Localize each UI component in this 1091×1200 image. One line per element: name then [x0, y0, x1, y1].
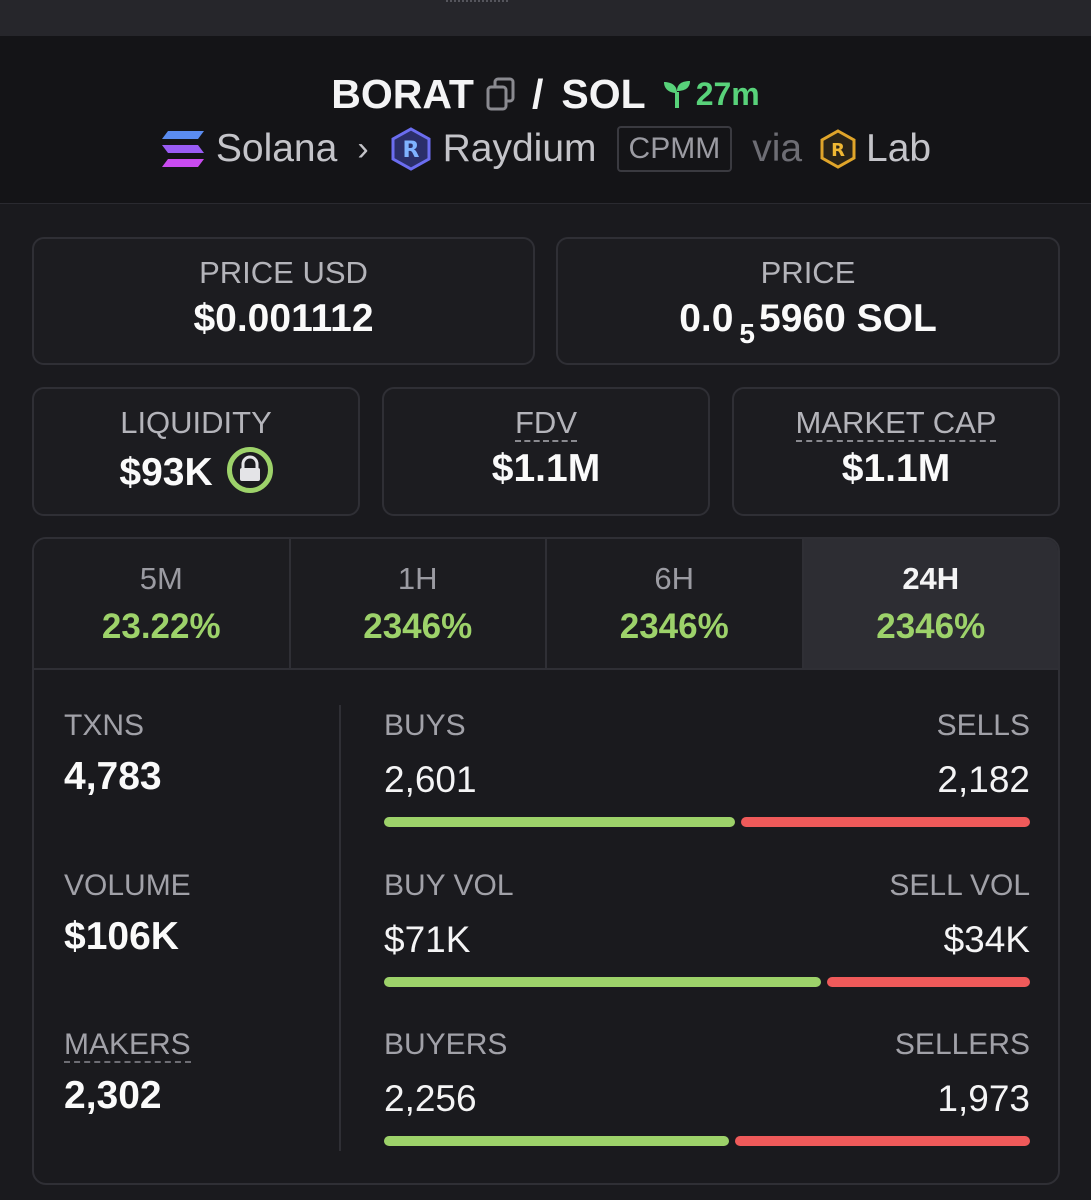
- buyers-bar: [384, 1136, 729, 1146]
- svg-text:R: R: [831, 140, 845, 161]
- route-breadcrumb: Solana › R Raydium CPMM via R Lab: [0, 122, 1091, 176]
- price-native-zero-count: 5: [739, 318, 755, 349]
- stats-panel: 5M 23.22% 1H 2346% 6H 2346% 24H 2346% TX…: [32, 537, 1060, 1185]
- tab-label: 1H: [397, 561, 438, 596]
- price-native-prefix: 0.0: [679, 297, 734, 340]
- tab-6h[interactable]: 6H 2346%: [547, 539, 804, 668]
- mcap-label-wrap: MARKET CAP: [734, 405, 1058, 442]
- copy-icon[interactable]: [486, 76, 516, 112]
- tab-label: 5M: [139, 561, 183, 596]
- sellers-label: SELLERS: [894, 1028, 1030, 1061]
- buy-vol-bar: [384, 977, 821, 987]
- svg-text:R: R: [402, 138, 419, 163]
- pair-separator: /: [531, 70, 544, 117]
- raydium-icon: R: [391, 127, 431, 171]
- market-cap-card[interactable]: MARKET CAP $1.1M: [732, 387, 1060, 516]
- tab-5m[interactable]: 5M 23.22%: [34, 539, 291, 668]
- price-native-digits: 5960 SOL: [759, 297, 937, 340]
- buy-sell-volume-row: BUY VOL SELL VOL $71K $34K: [384, 869, 1030, 989]
- liquidity-value-row: $93K: [34, 447, 358, 495]
- quote-symbol: SOL: [561, 70, 646, 117]
- pair-header: BORAT / SOL 27m Solana › R: [0, 36, 1091, 204]
- tab-change: 2346%: [876, 607, 986, 646]
- buys-sells-row: BUYS SELLS 2,601 2,182: [384, 709, 1030, 829]
- solana-icon: [161, 131, 204, 167]
- buys-bar: [384, 817, 735, 827]
- makers-label: MAKERS: [64, 1028, 191, 1063]
- buyers-value: 2,256: [384, 1078, 477, 1119]
- sells-label: SELLS: [936, 709, 1030, 742]
- sell-vol-value: $34K: [943, 919, 1030, 960]
- sells-bar: [741, 817, 1030, 827]
- tab-change: 2346%: [619, 607, 729, 646]
- txns-label: TXNS: [64, 709, 145, 742]
- buys-sells-ratio-bar: [384, 817, 1030, 827]
- drag-grip[interactable]: [446, 0, 508, 3]
- pair-age-value: 27m: [695, 75, 760, 112]
- buy-vol-label: BUY VOL: [384, 869, 514, 902]
- fdv-label: FDV: [515, 405, 577, 442]
- price-usd-card: PRICE USD $0.001112: [32, 237, 535, 365]
- timeframe-tabs: 5M 23.22% 1H 2346% 6H 2346% 24H 2346%: [34, 539, 1058, 670]
- chain-name[interactable]: Solana: [215, 127, 338, 170]
- tab-1h[interactable]: 1H 2346%: [290, 539, 547, 668]
- volume-metric: VOLUME $106K: [64, 869, 191, 959]
- price-native-card: PRICE 0.0 5 5960 SOL: [556, 237, 1060, 365]
- drag-handle-strip[interactable]: [0, 0, 1091, 36]
- buys-label: BUYS: [384, 709, 466, 742]
- price-usd-label: PRICE USD: [199, 255, 368, 290]
- sells-value: 2,182: [937, 759, 1030, 800]
- column-divider: [339, 705, 341, 1151]
- sellers-value: 1,973: [937, 1078, 1030, 1119]
- tab-change: 23.22%: [101, 607, 221, 646]
- base-symbol: BORAT: [331, 70, 474, 117]
- tab-24h[interactable]: 24H 2346%: [803, 539, 1058, 668]
- lab-icon: R: [820, 129, 856, 169]
- volume-label: VOLUME: [64, 869, 191, 902]
- mcap-label: MARKET CAP: [795, 405, 997, 442]
- volume-ratio-bar: [384, 977, 1030, 987]
- chevron-right-icon: ›: [357, 129, 369, 168]
- liquidity-label: LIQUIDITY: [120, 405, 272, 440]
- tab-label: 24H: [902, 561, 960, 596]
- makers-value: 2,302: [64, 1074, 162, 1117]
- mcap-value: $1.1M: [841, 447, 951, 490]
- buyers-sellers-row: BUYERS SELLERS 2,256 1,973: [384, 1028, 1030, 1148]
- liquidity-card: LIQUIDITY $93K: [32, 387, 360, 516]
- sellers-bar: [735, 1136, 1030, 1146]
- volume-value: $106K: [64, 915, 179, 958]
- makers-label-wrap: MAKERS: [64, 1028, 191, 1063]
- txns-value: 4,783: [64, 755, 162, 798]
- pair-title: BORAT / SOL 27m: [0, 66, 1091, 122]
- tab-label: 6H: [654, 561, 695, 596]
- buys-value: 2,601: [384, 759, 477, 800]
- pool-type-badge: CPMM: [616, 126, 733, 172]
- price-native-value: 0.0 5 5960 SOL: [558, 297, 1058, 350]
- fdv-value: $1.1M: [491, 447, 601, 490]
- buyers-ratio-bar: [384, 1136, 1030, 1146]
- tab-change: 2346%: [363, 607, 473, 646]
- via-label: via: [752, 127, 803, 170]
- txns-metric: TXNS 4,783: [64, 709, 162, 799]
- makers-metric[interactable]: MAKERS 2,302: [64, 1028, 191, 1118]
- pair-age: 27m: [662, 76, 760, 113]
- launchpad-name[interactable]: Lab: [866, 127, 932, 170]
- price-usd-value: $0.001112: [193, 297, 374, 340]
- buyers-label: BUYERS: [384, 1028, 508, 1061]
- fdv-card[interactable]: FDV $1.1M: [382, 387, 710, 516]
- sell-vol-bar: [827, 977, 1030, 987]
- seedling-icon: [663, 81, 690, 108]
- price-native-label: PRICE: [760, 255, 856, 290]
- dex-name[interactable]: Raydium: [442, 127, 597, 170]
- liquidity-value: $93K: [119, 451, 213, 494]
- sell-vol-label: SELL VOL: [889, 869, 1030, 902]
- buy-vol-value: $71K: [384, 919, 471, 960]
- fdv-label-wrap: FDV: [384, 405, 708, 442]
- lock-icon[interactable]: [226, 447, 273, 493]
